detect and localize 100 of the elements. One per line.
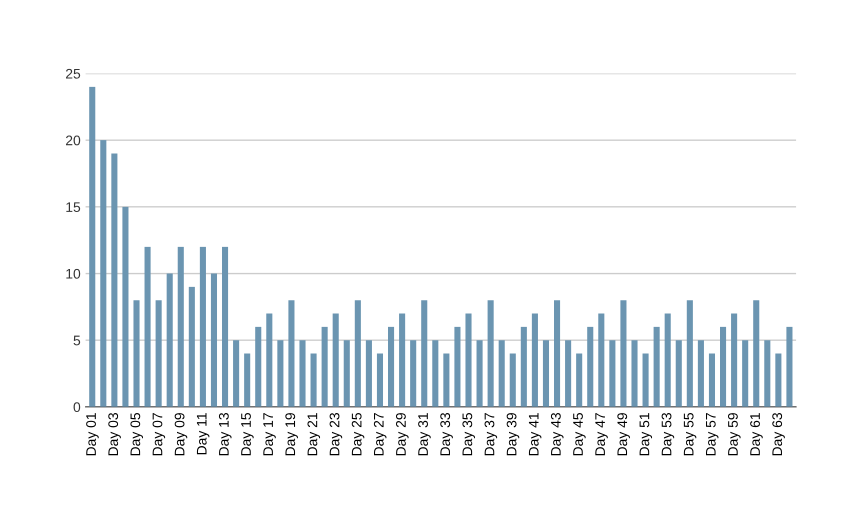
x-tick-label: Day 45 bbox=[573, 413, 586, 456]
bar bbox=[244, 354, 250, 407]
x-tick-label: Day 57 bbox=[706, 413, 718, 456]
bar bbox=[775, 354, 782, 407]
bar bbox=[576, 354, 582, 407]
x-tick-label: Day 41 bbox=[528, 413, 542, 456]
x-tick-label: Day 51 bbox=[640, 413, 652, 456]
x-tick-label: Day 49 bbox=[617, 413, 630, 456]
bar bbox=[332, 314, 339, 407]
bar bbox=[410, 340, 416, 407]
x-tick-label: Day 35 bbox=[462, 413, 475, 456]
x-tick-label: Day 63 bbox=[772, 413, 785, 456]
bar bbox=[89, 86, 96, 407]
bar bbox=[166, 274, 173, 407]
x-tick-label: Day 33 bbox=[440, 413, 453, 456]
bar bbox=[222, 246, 228, 407]
x-tick-label: Day 21 bbox=[307, 413, 320, 456]
y-tick-label: 15 bbox=[66, 202, 80, 212]
bar bbox=[654, 326, 660, 407]
bar bbox=[366, 340, 372, 407]
bar bbox=[488, 300, 494, 407]
bar bbox=[786, 326, 792, 407]
x-tick-label: Day 47 bbox=[595, 413, 608, 456]
bar bbox=[299, 340, 306, 407]
bar bbox=[731, 314, 738, 407]
bar bbox=[188, 286, 195, 407]
bar bbox=[122, 206, 128, 407]
bar bbox=[156, 300, 162, 407]
y-tick-label: 5 bbox=[74, 336, 80, 346]
bar bbox=[476, 340, 483, 407]
x-tick-label: Day 31 bbox=[418, 413, 431, 456]
bar bbox=[133, 300, 140, 407]
bar bbox=[388, 326, 394, 407]
bar bbox=[631, 340, 638, 407]
y-tick-label: 20 bbox=[66, 136, 80, 146]
bar bbox=[720, 326, 726, 407]
bar bbox=[532, 314, 538, 407]
bar bbox=[642, 354, 649, 407]
bar bbox=[565, 340, 572, 407]
bar bbox=[664, 314, 671, 407]
x-tick-label: Day 29 bbox=[396, 413, 409, 456]
bar bbox=[233, 340, 240, 407]
bar bbox=[432, 340, 438, 407]
bar bbox=[100, 140, 106, 407]
bar bbox=[354, 300, 361, 407]
bar bbox=[708, 354, 716, 407]
x-tick-label: Day 27 bbox=[374, 413, 386, 456]
bar bbox=[255, 326, 262, 407]
bar bbox=[676, 340, 682, 407]
x-tick-label: Day 37 bbox=[484, 413, 498, 456]
x-tick-label: Day 19 bbox=[285, 413, 298, 456]
bar bbox=[421, 300, 428, 407]
bar bbox=[454, 326, 460, 407]
bar bbox=[587, 326, 594, 407]
x-tick-label: Day 01 bbox=[86, 413, 99, 456]
bar bbox=[742, 340, 748, 407]
bar bbox=[322, 326, 328, 407]
x-tick-label: Day 05 bbox=[130, 413, 143, 456]
bar bbox=[376, 354, 384, 407]
y-tick-label: 25 bbox=[66, 68, 80, 79]
bar bbox=[200, 246, 206, 407]
bar bbox=[111, 154, 118, 407]
bar bbox=[498, 340, 505, 407]
x-tick-label: Day 17 bbox=[263, 413, 276, 456]
x-tick-label: Day 11 bbox=[196, 413, 210, 454]
bar bbox=[144, 246, 151, 407]
y-tick-label: 0 bbox=[74, 402, 80, 412]
bar bbox=[210, 274, 218, 407]
bar bbox=[609, 340, 616, 407]
bar bbox=[554, 300, 560, 407]
bar bbox=[510, 354, 516, 407]
bar bbox=[399, 314, 406, 407]
x-tick-label: Day 43 bbox=[550, 413, 564, 456]
x-tick-label: Day 15 bbox=[241, 413, 254, 456]
x-tick-label: Day 53 bbox=[662, 413, 674, 456]
bar bbox=[266, 314, 272, 407]
bar bbox=[310, 354, 317, 407]
bar bbox=[686, 300, 693, 407]
bar bbox=[465, 314, 472, 407]
bar bbox=[520, 326, 527, 407]
x-tick-label: Day 03 bbox=[108, 413, 121, 456]
bar bbox=[344, 340, 350, 407]
bar bbox=[698, 340, 704, 407]
bar bbox=[764, 340, 770, 407]
x-tick-label: Day 55 bbox=[684, 413, 696, 456]
bar bbox=[288, 300, 294, 407]
x-tick-label: Day 13 bbox=[218, 413, 232, 456]
x-tick-label: Day 39 bbox=[506, 413, 520, 456]
bar bbox=[443, 354, 450, 407]
x-tick-label: Day 23 bbox=[330, 413, 342, 456]
bar bbox=[753, 300, 760, 407]
x-tick-label: Day 59 bbox=[728, 413, 741, 456]
y-tick-label: 10 bbox=[66, 268, 80, 279]
bar bbox=[620, 300, 626, 407]
bar bbox=[598, 314, 604, 407]
x-tick-label: Day 25 bbox=[352, 413, 364, 456]
x-tick-label: Day 61 bbox=[750, 413, 763, 456]
x-tick-label: Day 09 bbox=[174, 413, 188, 456]
bar bbox=[277, 340, 284, 407]
bar bbox=[542, 340, 550, 407]
